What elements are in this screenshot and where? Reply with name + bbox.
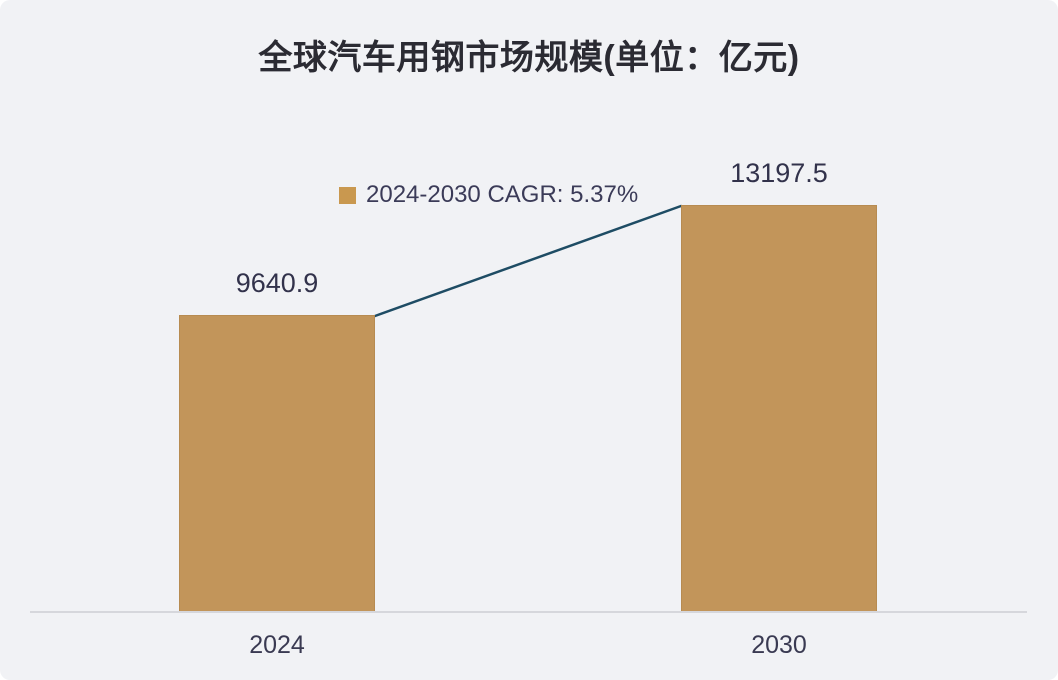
x-tick-label-2030: 2030 [751,631,807,659]
legend: 2024-2030 CAGR: 5.37% [339,181,638,209]
bar-2024 [179,315,375,612]
bar-2030 [681,205,877,612]
legend-label: 2024-2030 CAGR: 5.37% [366,181,639,208]
bar-value-label-2030: 13197.5 [730,158,828,188]
bar-value-label-2024: 9640.9 [235,268,319,298]
x-tick-label-2024: 2024 [249,631,305,659]
legend-swatch-icon [339,186,356,204]
chart-title: 全球汽车用钢市场规模(单位：亿元) [258,39,800,77]
x-axis-line [30,611,1027,613]
